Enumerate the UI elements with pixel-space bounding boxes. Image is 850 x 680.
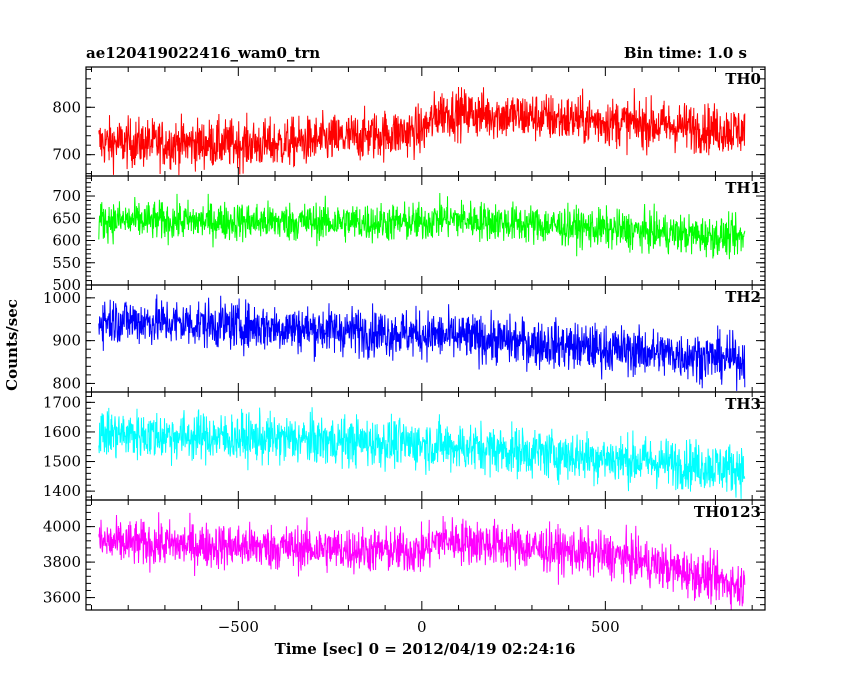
y-tick-label: 4000 — [43, 518, 81, 536]
y-tick-label: 700 — [52, 187, 81, 205]
series-line-th3 — [98, 407, 746, 499]
y-tick-label: 1700 — [43, 393, 81, 411]
x-tick-label: −500 — [218, 618, 259, 636]
plot-title: ae120419022416_wam0_trn — [86, 44, 320, 62]
y-tick-label: 700 — [52, 146, 81, 164]
panel-th2: 800 900 1000 TH2 — [43, 284, 766, 393]
y-tick-label: 800 — [52, 374, 81, 392]
y-tick-label: 550 — [52, 254, 81, 272]
x-tick-label: 0 — [417, 618, 427, 636]
y-tick-label: 500 — [52, 276, 81, 294]
x-axis: −500 0 500 — [218, 618, 620, 636]
bin-time-label: Bin time: 1.0 s — [624, 44, 747, 62]
y-tick-label: 1600 — [43, 423, 81, 441]
y-tick-label: 3600 — [43, 589, 81, 607]
series-label: TH0123 — [694, 503, 761, 521]
panels: 700 800 TH0 500 550 600 650 700 TH1 800 900 1000 TH2… — [43, 66, 766, 611]
y-tick-label: 1400 — [43, 482, 81, 500]
panel-th0: 700 800 TH0 — [52, 66, 766, 177]
y-tick-label: 650 — [52, 209, 81, 227]
series-line-th1 — [98, 192, 746, 260]
panel-th0123: 3600 3800 4000 TH0123 — [43, 499, 766, 611]
y-tick-label: 800 — [52, 98, 81, 116]
series-line-th0123 — [98, 512, 746, 610]
y-tick-label: 1000 — [43, 289, 81, 307]
series-label: TH1 — [725, 179, 761, 197]
y-tick-label: 3800 — [43, 553, 81, 571]
x-tick-label: 500 — [591, 618, 620, 636]
y-axis-label: Counts/sec — [3, 299, 21, 391]
series-line-th2 — [98, 294, 746, 391]
x-axis-label: Time [sec] 0 = 2012/04/19 02:24:16 — [275, 640, 576, 658]
series-label: TH2 — [725, 288, 761, 306]
y-tick-label: 1500 — [43, 453, 81, 471]
panel-th3: 1400 1500 1600 1700 TH3 — [43, 391, 766, 501]
series-label: TH0 — [725, 70, 761, 88]
y-tick-label: 900 — [52, 332, 81, 350]
y-tick-label: 600 — [52, 232, 81, 250]
series-label: TH3 — [725, 395, 761, 413]
panel-th1: 500 550 600 650 700 TH1 — [52, 175, 766, 294]
series-line-th0 — [98, 86, 746, 176]
